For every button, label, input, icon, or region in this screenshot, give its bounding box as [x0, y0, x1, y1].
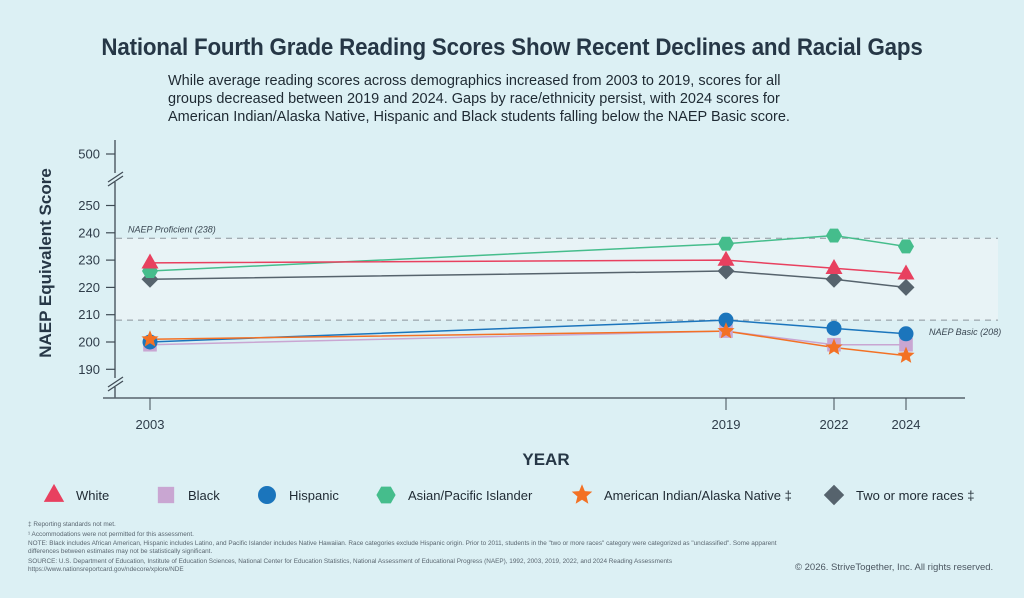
- naep-basic-label: NAEP Basic (208): [929, 327, 1001, 337]
- legend-marker: [376, 486, 396, 504]
- naep-proficient-label: NAEP Proficient (238): [128, 224, 216, 234]
- square-icon: [157, 486, 175, 504]
- chart-subtitle: While average reading scores across demo…: [168, 72, 888, 126]
- legend-marker: [258, 486, 276, 504]
- axis-break-mark: [107, 380, 124, 392]
- legend-item: Black: [154, 482, 220, 508]
- chart-legend: White Black Hispanic Asian/Pacific Islander…: [42, 482, 1022, 508]
- y-tick-label: 230: [78, 253, 100, 268]
- legend-item: Two or more races ‡: [822, 482, 975, 508]
- data-point-triangle: [897, 264, 915, 280]
- star-icon: [571, 484, 593, 504]
- legend-label: Two or more races ‡: [856, 487, 975, 503]
- subtitle-line: groups decreased between 2019 and 2024. …: [168, 91, 780, 107]
- legend-item: American Indian/Alaska Native ‡: [570, 482, 792, 508]
- axis-break-mark: [107, 376, 124, 388]
- x-tick-label: 2022: [820, 417, 849, 432]
- data-point-triangle: [141, 253, 159, 269]
- legend-item: Hispanic: [255, 482, 339, 508]
- x-tick-label: 2019: [712, 417, 741, 432]
- diamond-icon: [823, 484, 845, 506]
- data-point-triangle: [717, 250, 735, 266]
- y-tick-label: 250: [78, 198, 100, 213]
- data-point-circle: [718, 312, 734, 328]
- chart-title: National Fourth Grade Reading Scores Sho…: [101, 34, 923, 61]
- legend-item: Asian/Pacific Islander: [374, 482, 532, 508]
- data-point-square: [899, 337, 913, 352]
- naep-band: [116, 238, 998, 321]
- data-point-diamond: [825, 270, 843, 288]
- data-point-triangle: [825, 258, 843, 274]
- legend-label: Black: [188, 487, 220, 503]
- axis-break-mark: [107, 171, 124, 183]
- data-point-diamond: [897, 278, 915, 296]
- circle-icon: [258, 486, 276, 504]
- x-axis-label: YEAR: [522, 450, 569, 469]
- footnote: ¹ Accommodations were not permitted for …: [28, 530, 194, 538]
- data-point-hexagon: [898, 239, 914, 254]
- copyright: © 2026. StriveTogether, Inc. All rights …: [795, 562, 994, 573]
- data-point-star: [141, 330, 159, 347]
- data-point-star: [897, 346, 915, 363]
- y-tick-label: 240: [78, 225, 100, 240]
- x-tick-label: 2024: [892, 417, 921, 432]
- series-line-two-or-more-races: [149, 270, 907, 289]
- legend-marker: [823, 484, 845, 506]
- footnote: ‡ Reporting standards not met.: [28, 521, 116, 528]
- legend-marker: [157, 486, 175, 504]
- hexagon-icon: [376, 486, 396, 504]
- legend-label: Asian/Pacific Islander: [408, 487, 533, 503]
- subtitle-line: American Indian/Alaska Native, Hispanic …: [168, 109, 790, 125]
- series-line-black: [149, 330, 906, 346]
- y-axis-label: NAEP Equivalent Score: [36, 168, 55, 358]
- legend-label: Hispanic: [289, 487, 339, 503]
- legend-marker: [43, 483, 65, 502]
- legend-label: American Indian/Alaska Native ‡: [604, 487, 792, 503]
- x-tick-label: 2003: [136, 417, 165, 432]
- axis-break-mark: [107, 175, 124, 187]
- y-tick-label: 210: [78, 307, 100, 322]
- legend-item: White: [42, 482, 109, 508]
- footnote-link: https://www.nationsreportcard.gov/ndecor…: [28, 566, 184, 574]
- y-tick-label: 500: [78, 147, 100, 162]
- y-tick-label: 220: [78, 280, 100, 295]
- data-point-star: [825, 338, 843, 355]
- subtitle-line: While average reading scores across demo…: [168, 73, 781, 89]
- footnotes: ‡ Reporting standards not met. ¹ Accommo…: [28, 521, 788, 576]
- legend-marker: [571, 484, 593, 504]
- series-line-asian-pacific-islander: [149, 234, 907, 272]
- series-line-hispanic: [149, 319, 907, 343]
- series-line-american-indian-alaska-native: [149, 330, 907, 357]
- legend-label: White: [76, 487, 110, 503]
- y-tick-label: 190: [78, 362, 100, 377]
- footnote-source: SOURCE: U.S. Department of Education, In…: [28, 557, 673, 565]
- data-point-circle: [898, 326, 914, 342]
- triangle-icon: [43, 483, 65, 502]
- data-point-circle: [826, 320, 842, 336]
- data-point-star: [717, 322, 735, 339]
- footnote-note: NOTE: Black includes African American, H…: [28, 540, 777, 556]
- data-point-hexagon: [826, 228, 842, 243]
- series-line-white: [149, 259, 907, 275]
- data-point-diamond: [717, 262, 735, 280]
- data-point-hexagon: [718, 236, 734, 251]
- y-tick-label: 200: [78, 335, 100, 350]
